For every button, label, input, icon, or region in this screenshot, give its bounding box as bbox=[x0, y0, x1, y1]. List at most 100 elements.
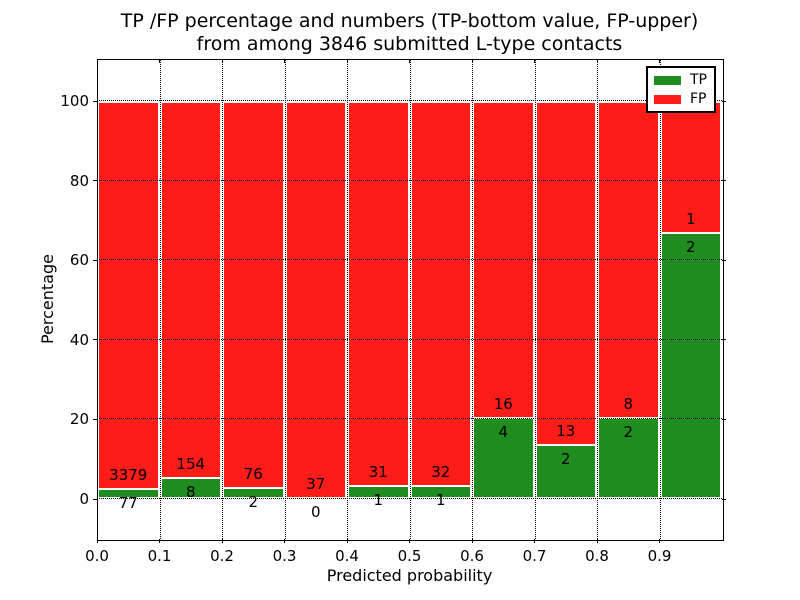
y-tickmark bbox=[93, 180, 97, 182]
x-tick-label: 0.6 bbox=[460, 547, 484, 565]
bar-segment-fp bbox=[222, 101, 285, 489]
bar-segment-fp bbox=[284, 101, 347, 499]
bar-segment-tp bbox=[534, 445, 597, 499]
y-gridline bbox=[97, 180, 722, 181]
tp-count-label: 0 bbox=[310, 503, 321, 521]
y-tickmark bbox=[722, 100, 726, 102]
tp-count-label: 77 bbox=[118, 494, 138, 513]
x-gridline bbox=[285, 59, 286, 539]
x-tick-label: 0.2 bbox=[210, 547, 234, 565]
fp-count-label: 1 bbox=[685, 209, 696, 228]
bar-segment-fp bbox=[159, 101, 222, 480]
y-tick-label: 60 bbox=[69, 251, 89, 270]
tp-count-label: 8 bbox=[185, 483, 196, 502]
x-tickmark bbox=[346, 59, 348, 63]
x-tick-label: 0.1 bbox=[147, 547, 172, 565]
fp-count-label: 154 bbox=[176, 455, 206, 474]
fp-count-label: 32 bbox=[431, 462, 451, 481]
x-tickmark bbox=[596, 59, 598, 63]
x-tickmark bbox=[659, 59, 660, 63]
x-tickmark bbox=[409, 59, 410, 63]
tp-count-label: 2 bbox=[248, 492, 259, 511]
x-tickmark bbox=[284, 539, 285, 543]
y-tick-label: 80 bbox=[69, 171, 89, 190]
x-tick-label: 0.9 bbox=[647, 547, 672, 565]
tp-count-label: 1 bbox=[435, 490, 446, 509]
legend-swatch-tp bbox=[654, 75, 681, 85]
fp-count-label: 76 bbox=[243, 464, 263, 483]
fp-count-label: 3379 bbox=[109, 466, 148, 485]
x-tick-label: 0.7 bbox=[522, 547, 547, 565]
y-tickmark bbox=[93, 339, 97, 341]
x-tickmark bbox=[534, 539, 535, 543]
legend: TP FP bbox=[646, 66, 716, 113]
bar-segment-tp bbox=[659, 233, 722, 499]
y-gridline bbox=[97, 498, 722, 499]
x-tickmark bbox=[159, 539, 160, 543]
x-tickmark bbox=[221, 539, 223, 543]
x-gridline bbox=[347, 59, 348, 539]
y-gridline bbox=[97, 339, 722, 340]
x-gridline bbox=[472, 59, 473, 539]
y-tick-label: 0 bbox=[79, 490, 89, 508]
x-tickmark bbox=[221, 59, 223, 63]
x-axis-label: Predicted probability bbox=[326, 566, 493, 585]
x-tickmark bbox=[596, 539, 598, 543]
y-tickmark bbox=[722, 339, 726, 341]
bar-segment-fp bbox=[472, 101, 535, 420]
legend-label: TP bbox=[690, 72, 707, 88]
x-tickmark bbox=[159, 59, 160, 63]
tp-count-label: 4 bbox=[498, 423, 509, 442]
y-gridline bbox=[97, 259, 722, 260]
tp-count-label: 2 bbox=[685, 237, 696, 256]
x-tickmark bbox=[534, 59, 535, 63]
x-tickmark bbox=[659, 539, 660, 543]
bar-segment-fp bbox=[409, 101, 472, 487]
x-gridline bbox=[660, 59, 661, 539]
tp-count-label: 1 bbox=[373, 490, 384, 509]
x-gridline bbox=[160, 59, 161, 539]
x-tick-label: 0.8 bbox=[585, 547, 609, 565]
x-tick-label: 0.4 bbox=[335, 547, 359, 565]
x-tickmark bbox=[96, 59, 98, 63]
y-tickmark bbox=[722, 418, 726, 420]
bar-segment-tp bbox=[472, 419, 535, 499]
x-tickmark bbox=[471, 539, 473, 543]
fp-count-label: 37 bbox=[306, 475, 326, 493]
legend-row: FP bbox=[654, 92, 714, 106]
bar-segment-fp bbox=[659, 101, 722, 234]
y-tickmark bbox=[93, 418, 97, 420]
legend-label: FP bbox=[690, 91, 707, 107]
x-gridline bbox=[410, 59, 411, 539]
y-tickmark bbox=[722, 498, 726, 500]
legend-swatch-fp bbox=[654, 94, 681, 104]
chart-title: TP /FP percentage and numbers (TP-bottom… bbox=[120, 10, 699, 32]
fp-count-label: 8 bbox=[623, 395, 634, 414]
bar-segment-fp bbox=[597, 101, 660, 420]
legend-row: TP bbox=[654, 73, 714, 87]
y-axis-label: Percentage bbox=[38, 254, 57, 345]
bar-segment-fp bbox=[347, 101, 410, 487]
chart-subtitle: from among 3846 submitted L-type contact… bbox=[196, 33, 623, 55]
x-tickmark bbox=[96, 539, 98, 543]
y-gridline bbox=[97, 100, 722, 101]
tp-count-label: 2 bbox=[623, 423, 634, 442]
bar-segment-fp bbox=[97, 101, 160, 491]
fp-count-label: 13 bbox=[556, 421, 576, 440]
tp-count-label: 2 bbox=[560, 449, 571, 468]
x-tickmark bbox=[284, 59, 285, 63]
y-tickmark bbox=[722, 259, 726, 261]
x-gridline bbox=[222, 59, 223, 539]
y-tick-label: 20 bbox=[69, 410, 89, 429]
x-gridline bbox=[597, 59, 598, 539]
y-tick-label: 100 bbox=[60, 92, 89, 110]
fp-count-label: 31 bbox=[368, 462, 388, 481]
y-tickmark bbox=[93, 498, 97, 500]
fp-count-label: 16 bbox=[493, 395, 513, 414]
y-tickmark bbox=[93, 259, 97, 261]
x-tickmark bbox=[471, 59, 473, 63]
bar-segment-fp bbox=[534, 101, 597, 446]
x-tickmark bbox=[346, 539, 348, 543]
x-gridline bbox=[535, 59, 536, 539]
